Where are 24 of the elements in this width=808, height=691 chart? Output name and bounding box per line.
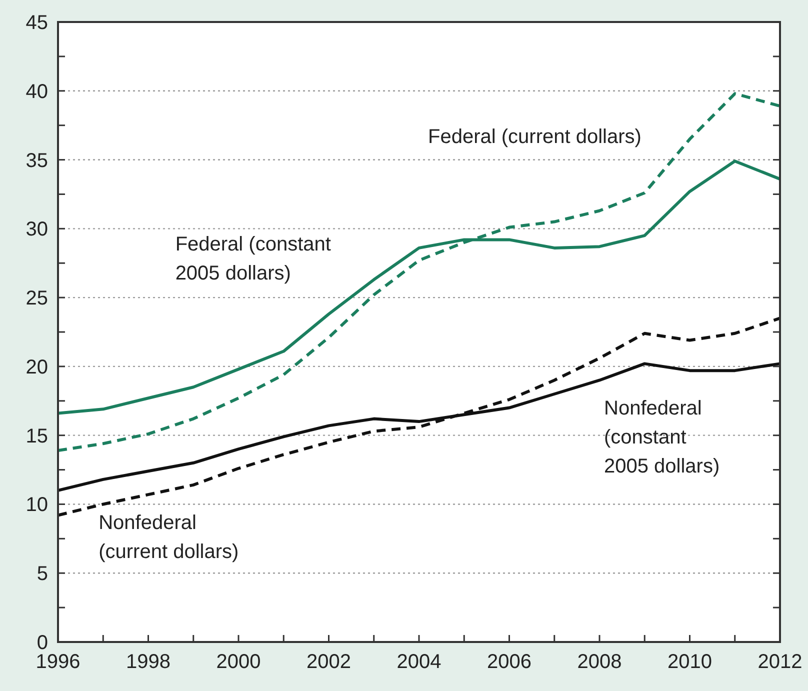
x-tick-label: 1998 [126,651,170,673]
y-tick-label: 30 [26,218,48,241]
x-tick-label: 2000 [216,651,261,673]
y-tick-label: 45 [26,12,48,34]
y-tick-label: 5 [36,563,48,586]
x-tick-label: 2012 [758,651,802,673]
series-label: Federal (constant 2005 dollars) [175,234,332,285]
series-label: Federal (current dollars) [428,126,642,148]
y-tick-label: 35 [26,150,48,172]
y-tick-label: 10 [26,494,48,516]
x-tick-label: 2008 [577,651,622,673]
line-series [56,92,782,452]
series-label: Nonfederal (constant 2005 dollars) [604,398,720,478]
y-tick-label: 0 [36,632,48,654]
y-tick-label: 15 [26,425,48,448]
y-tick-label: 40 [26,80,48,103]
x-tick-label: 2010 [668,651,712,673]
y-tick-label: 20 [26,356,48,378]
series-label: Nonfederal (current dollars) [98,512,239,564]
x-tick-label: 1996 [36,651,80,673]
x-tick-label: 2006 [487,651,532,673]
x-tick-label: 2004 [396,651,442,673]
x-tick-label: 2002 [306,651,351,673]
y-tick-label: 25 [26,288,48,310]
